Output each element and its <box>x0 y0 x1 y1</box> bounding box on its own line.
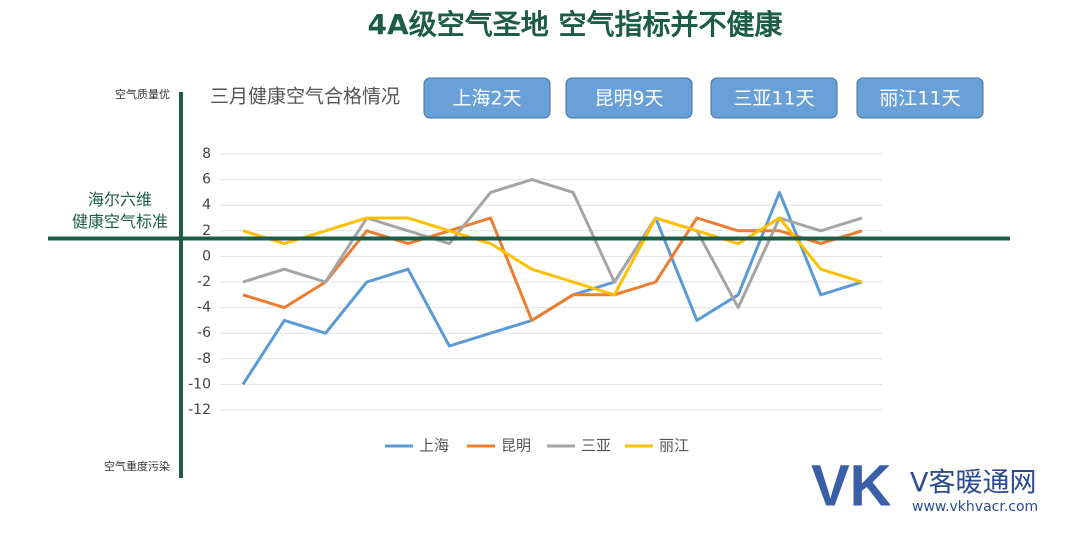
legend-label: 上海 <box>419 437 449 455</box>
series-line <box>242 216 863 322</box>
y-tick-label: 0 <box>202 248 211 264</box>
badge-label: 丽江11天 <box>879 88 960 110</box>
y-tick-label: -8 <box>197 351 211 367</box>
badge <box>423 77 551 119</box>
legend-label: 昆明 <box>501 437 531 455</box>
y-tick-label: 4 <box>202 197 211 213</box>
legend-label: 丽江 <box>659 437 689 455</box>
badge <box>710 77 838 119</box>
axis-top-label: 空气质量优 <box>115 87 170 101</box>
y-tick-label: 2 <box>202 223 211 239</box>
legend-label: 三亚 <box>581 437 611 455</box>
chart-title: 4A级空气圣地 空气指标并不健康 <box>368 8 784 41</box>
series-line <box>242 178 863 310</box>
series-line <box>241 190 863 386</box>
axis-bottom-label: 空气重度污染 <box>104 459 170 473</box>
badge-label: 上海2天 <box>452 88 521 110</box>
series-line <box>242 216 863 297</box>
badge <box>856 77 984 119</box>
subtitle: 三月健康空气合格情况 <box>210 86 400 108</box>
reference-label: 海尔六维 <box>88 190 152 209</box>
y-tick-label: 8 <box>202 146 211 162</box>
badge <box>565 77 693 119</box>
y-tick-label: -10 <box>188 376 211 392</box>
y-tick-label: -2 <box>197 274 211 290</box>
watermark-url: www.vkhvacr.com <box>912 499 1038 515</box>
watermark-name: V客暖通网 <box>910 468 1036 499</box>
reference-label: 健康空气标准 <box>72 212 168 231</box>
badge-label: 昆明9天 <box>594 88 663 110</box>
y-tick-label: -4 <box>197 300 211 316</box>
watermark-logo: VK <box>811 453 892 518</box>
y-tick-label: -12 <box>188 402 211 418</box>
y-tick-label: -6 <box>197 325 211 341</box>
y-tick-label: 6 <box>202 172 211 188</box>
badge-label: 三亚11天 <box>733 88 814 110</box>
